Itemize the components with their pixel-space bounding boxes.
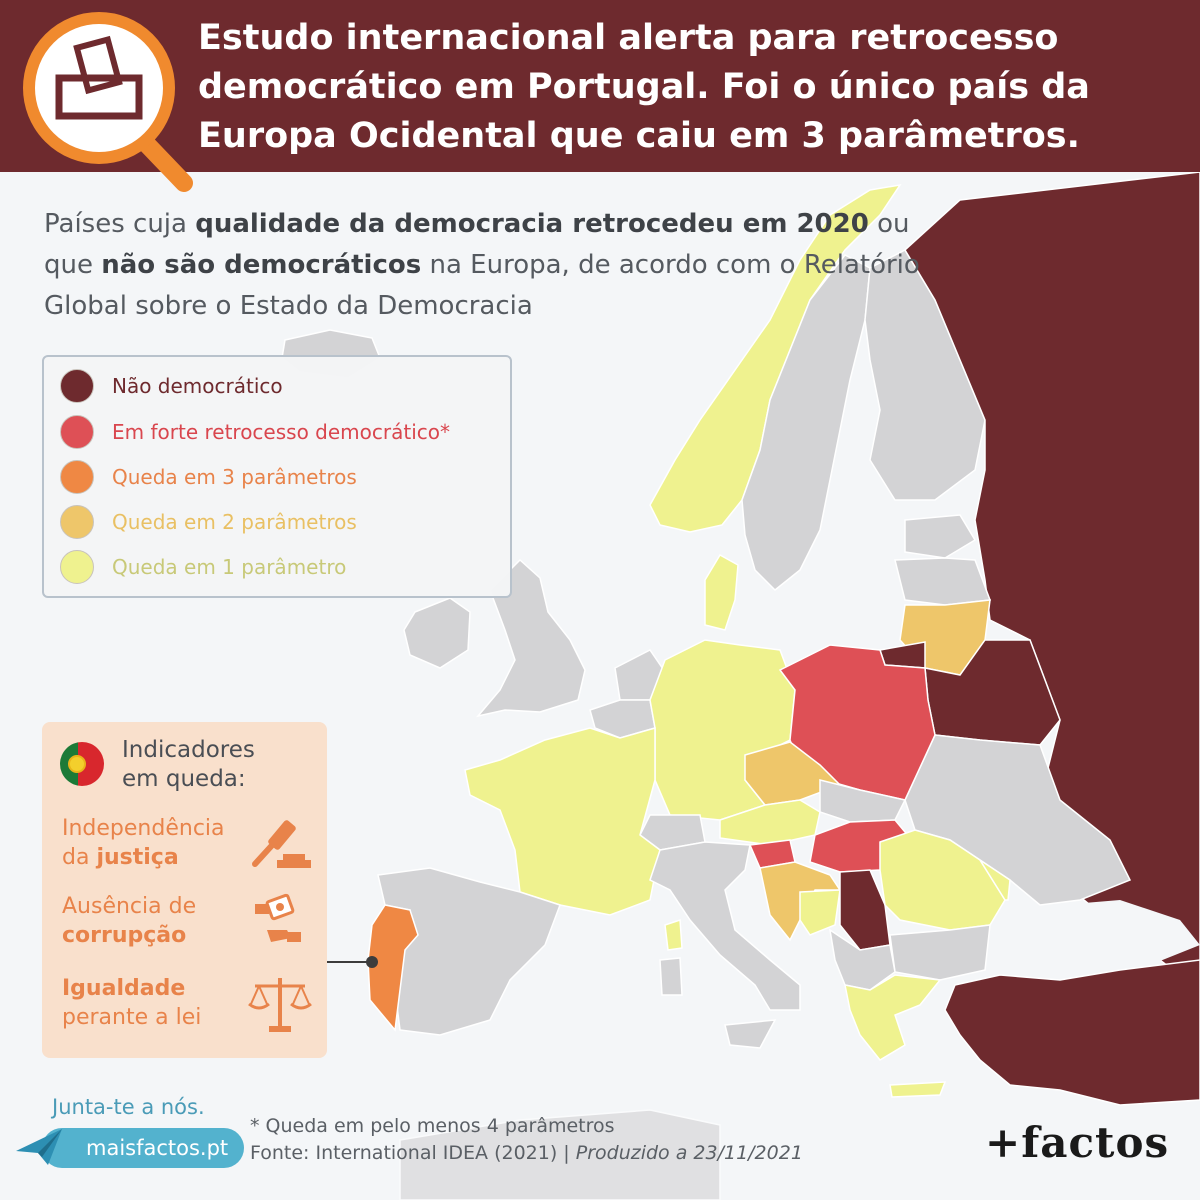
indicator-line: perante a lei (62, 1005, 202, 1030)
indicator-independencia-justica: Independência da justiça (62, 814, 225, 872)
indicator-line: Igualdade (62, 974, 201, 1003)
produced-date: Produzido a 23/11/2021 (575, 1142, 803, 1164)
subtitle-text-1: Países cuja (44, 209, 196, 239)
subtitle-text-3: na Europa, de acordo com o Relatório Glo… (44, 250, 920, 321)
country-balkans-south (828, 928, 896, 991)
source-text: Fonte: International IDEA (2021) | (250, 1142, 576, 1164)
indicator-bold: Igualdade (62, 976, 186, 1001)
legend-label: Não democrático (112, 374, 283, 398)
page-title: Estudo internacional alerta para retroce… (198, 18, 1090, 156)
legend-label: Queda em 2 parâmetros (112, 510, 357, 534)
country-turkey (944, 959, 1200, 1106)
indicator-bold: corrupção (62, 923, 187, 948)
island-crete (889, 1081, 947, 1098)
region-north-africa (399, 1109, 721, 1200)
sea-black-sea (1010, 900, 1200, 975)
country-portugal (367, 904, 419, 1032)
brand-logo: +factos (985, 1118, 1170, 1167)
country-austria (719, 799, 821, 846)
portugal-connector-line (327, 961, 371, 963)
country-greece (844, 974, 942, 1061)
map-subtitle: Países cuja qualidade da democracia retr… (44, 204, 944, 327)
legend-item-queda-1: Queda em 1 parâmetro (60, 550, 346, 584)
country-ireland (403, 597, 471, 669)
island-sicily (724, 1019, 777, 1049)
legend-swatch (60, 369, 94, 403)
subtitle-text-2: ou que (44, 209, 910, 280)
indicator-ausencia-corrupcao: Ausência de corrupção (62, 892, 196, 950)
footnote: * Queda em pelo menos 4 parâmetros Fonte… (250, 1113, 803, 1167)
header-bar (0, 0, 1200, 172)
country-latvia (894, 557, 992, 606)
ballot-magnifier-icon (23, 12, 193, 192)
bribe-icon (255, 893, 301, 942)
indicator-line: da justiça (62, 843, 225, 872)
country-estonia (904, 514, 977, 559)
legend-swatch (60, 505, 94, 539)
footnote-source: Fonte: International IDEA (2021) | Produ… (250, 1140, 803, 1167)
legend-swatch (60, 460, 94, 494)
indicator-bold: justiça (96, 845, 179, 870)
legend-item-nao-democratico: Não democrático (60, 369, 283, 403)
gavel-icon (252, 820, 311, 868)
country-sweden (741, 254, 871, 592)
legend-label: Queda em 1 parâmetro (112, 555, 347, 579)
legend-item-queda-2: Queda em 2 parâmetros (60, 505, 357, 539)
website-link-label: maisfactos.pt (86, 1136, 229, 1160)
indicator-line: Ausência de (62, 894, 197, 919)
island-sardinia (664, 918, 683, 951)
country-denmark (704, 553, 739, 631)
country-united-kingdom (475, 558, 586, 718)
scales-icon (248, 978, 312, 1032)
legend-label: Queda em 3 parâmetros (112, 465, 357, 489)
join-text: Junta-te a nós. (52, 1095, 205, 1119)
footnote-note: * Queda em pelo menos 4 parâmetros (250, 1115, 615, 1137)
country-bosnia (799, 889, 841, 936)
indicator-line: Independência (62, 816, 225, 841)
portugal-connector-dot (366, 956, 378, 968)
paper-plane-icon (16, 1129, 62, 1165)
country-italy (649, 841, 801, 1011)
indicators-title-line1: Indicadores (122, 737, 255, 763)
indicators-title: Indicadores em queda: (122, 736, 255, 794)
website-link-button[interactable]: maisfactos.pt (42, 1128, 244, 1168)
legend: Não democrático Em forte retrocesso demo… (42, 355, 512, 598)
indicators-panel: Indicadores em queda: Independência da j… (42, 722, 327, 1058)
indicator-igualdade-lei: Igualdade perante a lei (62, 974, 201, 1032)
indicator-line: corrupção (62, 921, 196, 950)
legend-item-forte-retrocesso: Em forte retrocesso democrático* (60, 415, 450, 449)
legend-item-queda-3: Queda em 3 parâmetros (60, 460, 357, 494)
island-corsica (659, 957, 683, 996)
indicator-text: da (62, 845, 97, 870)
country-bulgaria (889, 924, 991, 981)
legend-swatch (60, 415, 94, 449)
legend-swatch (60, 550, 94, 584)
country-moldova (979, 859, 1011, 901)
portugal-flag-icon (60, 742, 104, 786)
indicators-title-line2: em queda: (122, 766, 246, 792)
subtitle-bold-2: não são democráticos (101, 250, 422, 280)
legend-label: Em forte retrocesso democrático* (112, 420, 450, 444)
country-norway (649, 183, 902, 533)
subtitle-bold-1: qualidade da democracia retrocedeu em 20… (195, 209, 869, 239)
